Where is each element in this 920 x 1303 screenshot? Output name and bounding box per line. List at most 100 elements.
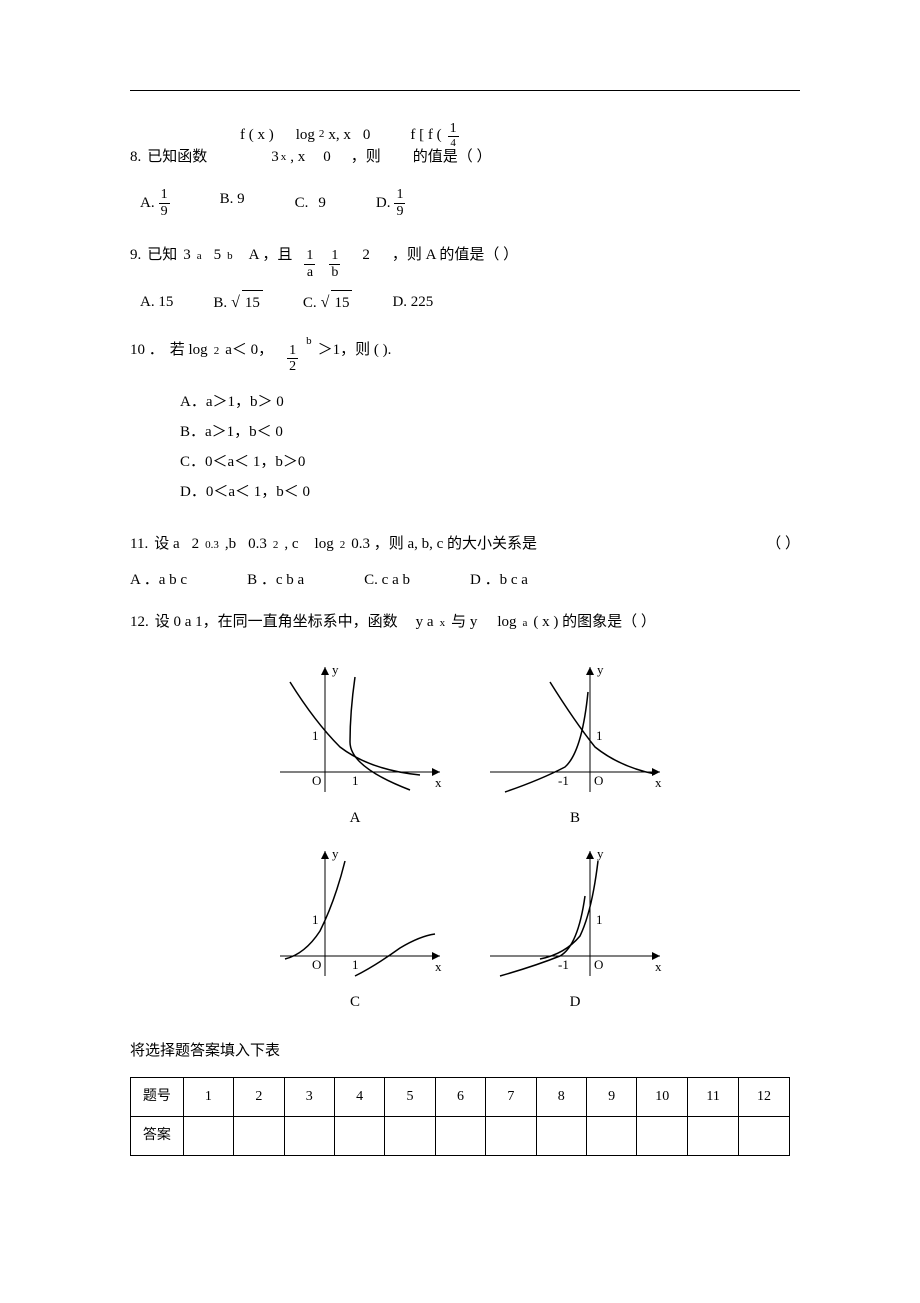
ans-header: 答案 (131, 1117, 184, 1156)
q8-piecewise: log 2 x, x 0 (296, 123, 371, 147)
col-3: 3 (284, 1078, 334, 1117)
graph-label-a: A (260, 806, 450, 830)
q9-opt-c: C. √15 (303, 290, 353, 316)
q8-c-lbl: C. (295, 191, 309, 215)
q10-opt-a: A．a＞1，b＞ 0 (180, 390, 500, 414)
graph-label-b: B (480, 806, 670, 830)
q9f2n: 1 (329, 248, 340, 264)
ans-cell (183, 1117, 233, 1156)
q9-opt-b: B. √15 (213, 290, 263, 316)
col-11: 11 (688, 1078, 739, 1117)
graph-label-c: C (260, 990, 450, 1014)
q9-eq: A ，且 (249, 243, 293, 267)
svg-text:O: O (594, 957, 603, 972)
q11-pre: 设 a (154, 532, 179, 556)
q9-csqrt: 15 (331, 290, 352, 315)
svg-text:O: O (594, 773, 603, 788)
ans-cell (688, 1117, 739, 1156)
q9-mid: ，则 A 的值是（ ） (392, 243, 518, 267)
q11-opt-a: A ．a b c (130, 568, 187, 592)
q12-y2sub: a (523, 615, 528, 633)
question-11: 11. 设 a 20.3 ,b 0.32 , c log2 0.3 ，则 a, … (130, 532, 800, 592)
svg-text:1: 1 (352, 773, 359, 788)
q8-afd: 9 (159, 204, 170, 219)
q9-num: 9. (130, 243, 141, 267)
q9-3: 3 (183, 243, 191, 267)
question-8: f ( x ) log 2 x, x 0 f [ f ( 1 4 8. 已知函数… (130, 121, 800, 219)
q8-p2sup: x (281, 149, 287, 167)
q12-num: 12. (130, 610, 149, 634)
q11-blbl: ,b (225, 532, 236, 556)
col-8: 8 (536, 1078, 586, 1117)
graph-c: x y O 1 1 (260, 836, 450, 996)
q12-pre: 设 0 a 1，在同一直角坐标系中，函数 (155, 610, 398, 634)
graph-figure: x y O 1 1 x y O 1 -1 A B (130, 652, 800, 1014)
q8-p1a: log (296, 123, 315, 147)
q9f1d: a (305, 265, 315, 280)
q8-p2a: 3 (271, 145, 279, 169)
q9-opt-a: A. 15 (140, 290, 173, 316)
ans-cell (486, 1117, 536, 1156)
q8-a-lbl: A. (140, 191, 155, 215)
svg-text:1: 1 (596, 912, 603, 927)
q8-p1sub: 2 (319, 126, 325, 144)
q10-num: 10 ． (130, 338, 164, 362)
svg-text:x: x (655, 775, 662, 790)
q9f2d: b (329, 265, 340, 280)
graph-a: x y O 1 1 (260, 652, 450, 812)
sqrt-icon: √ (231, 290, 240, 316)
col-1: 1 (183, 1078, 233, 1117)
q8-opt-b: B. 9 (220, 187, 245, 219)
svg-text:x: x (655, 959, 662, 974)
answer-table: 题号 1 2 3 4 5 6 7 8 9 10 11 12 答案 (130, 1077, 790, 1156)
q8-p2c: 0 (323, 145, 331, 169)
question-12: 12. 设 0 a 1，在同一直角坐标系中，函数 y ax 与 y loga (… (130, 610, 800, 634)
q9-b-lbl: B. (213, 291, 227, 315)
q9-5: 5 (214, 243, 222, 267)
q9-bsqrt: 15 (242, 290, 263, 315)
svg-text:-1: -1 (558, 957, 569, 972)
row-header: 题号 (131, 1078, 184, 1117)
q9-opt-d: D. 225 (392, 290, 433, 316)
ans-cell (586, 1117, 636, 1156)
q8-mid: ，则 (351, 145, 381, 169)
svg-text:1: 1 (312, 912, 319, 927)
q8-opt-c: C. 9 (295, 187, 326, 219)
q11-opt-d: D ．b c a (470, 568, 528, 592)
q12-y1sup: x (440, 615, 446, 633)
q11-b: 0.3 (248, 532, 267, 556)
graph-d: x y O 1 -1 (480, 836, 670, 996)
q8-opt-a: A. 19 (140, 187, 170, 219)
svg-text:y: y (597, 662, 604, 677)
q12-with: 与 y (451, 610, 477, 634)
q8-fx: f ( x ) (240, 123, 274, 147)
col-9: 9 (586, 1078, 636, 1117)
q12-y2: log (497, 610, 516, 634)
ans-cell (536, 1117, 586, 1156)
q11-paren: （ ） (766, 532, 800, 556)
question-10: 10 ． 若 log2 a＜ 0， 12 b ＞1，则 ( ). A．a＞1，b… (130, 338, 800, 511)
q9-supb: b (227, 248, 233, 266)
q8-fffn: 1 (448, 121, 459, 137)
q11-a: 2 (192, 532, 200, 556)
q10fd: 2 (287, 359, 298, 374)
q11-csub: 2 (340, 537, 346, 555)
col-2: 2 (234, 1078, 284, 1117)
q10-gt: ＞1，则 ( ). (318, 338, 392, 362)
ans-cell (334, 1117, 384, 1156)
q12-y1: y a (416, 610, 434, 634)
q9-pre: 已知 (147, 243, 177, 267)
col-4: 4 (334, 1078, 384, 1117)
q8-p1b: x, x (328, 123, 351, 147)
q11-num: 11. (130, 532, 148, 556)
q9-two: 2 (362, 243, 370, 267)
col-7: 7 (486, 1078, 536, 1117)
q11-clbl: , c (284, 532, 298, 556)
col-5: 5 (385, 1078, 435, 1117)
svg-text:O: O (312, 957, 321, 972)
svg-text:y: y (332, 662, 339, 677)
q11-cpre: log (315, 532, 334, 556)
q11-opt-c: C. c a b (364, 568, 410, 592)
q8-dfn: 1 (394, 187, 405, 203)
q10-opt-d: D．0＜a＜ 1，b＜ 0 (180, 480, 500, 504)
